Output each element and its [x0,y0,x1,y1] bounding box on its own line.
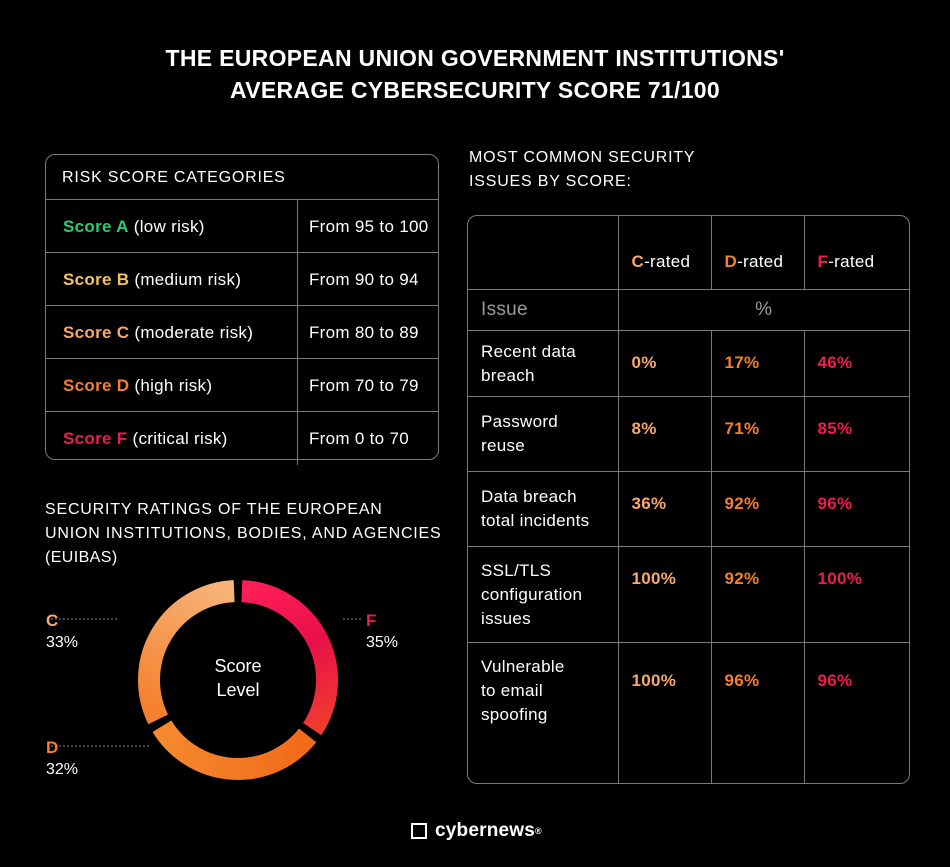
issue-row-email-spoofing: Vulnerable to email spoofing 100% 96% 96% [468,642,909,783]
issues-heading-line-1: MOST COMMON SECURITY [469,149,696,166]
cybernews-logo: cybernews ® [411,820,542,842]
value-f: 100% [803,546,909,643]
donut-arcs [138,580,338,780]
page-title: THE EUROPEAN UNION GOVERNMENT INSTITUTIO… [0,42,950,106]
risk-range: From 0 to 70 [309,429,409,448]
title-line-1: THE EUROPEAN UNION GOVERNMENT INSTITUTIO… [165,45,785,71]
value-c: 0% [617,330,712,397]
risk-table-heading: RISK SCORE CATEGORIES [46,155,438,200]
issue-row-password-reuse: Password reuse 8% 71% 85% [468,396,909,472]
donut-center-line-1: Score [214,656,261,676]
risk-category-cell: Score A (low risk) [46,200,298,252]
issue-row-ssl-tls: SSL/TLS configuration issues 100% 92% 100% [468,546,909,643]
value-c: 100% [617,642,712,783]
risk-score-table: RISK SCORE CATEGORIES Score A (low risk)… [45,154,439,465]
registered-mark: ® [535,826,542,836]
donut-label-d: D 32% [46,737,78,781]
issue-row-total-incidents: Data breach total incidents 36% 92% 96% [468,471,909,547]
issue-row-recent-breach: Recent data breach 0% 17% 46% [468,330,909,397]
donut-slice-f [241,580,338,736]
slice-value-c: 33% [46,634,79,651]
issues-heading: MOST COMMON SECURITY ISSUES BY SCORE: [469,146,695,194]
grade-label: Score D [63,376,130,395]
issue-name: Data breach total incidents [468,471,619,547]
risk-category-cell: Score D (high risk) [46,359,298,411]
donut-slice-d [152,720,317,780]
value-f: 96% [803,471,909,547]
donut-heading-line-3: (EUIBAS) [45,549,118,566]
grade-label: Score F [63,429,128,448]
cybernews-logo-icon [411,823,427,839]
issues-heading-line-2: ISSUES BY SCORE: [469,173,632,190]
donut-heading: SECURITY RATINGS OF THE EUROPEAN UNION I… [45,498,442,570]
donut-label-f: F 35% [366,610,398,654]
risk-row-b: Score B (medium risk) From 90 to 94 [46,253,438,306]
slice-value-d: 32% [46,761,79,778]
risk-row-f: Score F (critical risk) From 0 to 70 [46,412,438,465]
risk-desc: (low risk) [128,217,205,236]
donut-slice-c [138,580,235,725]
donut-center-line-2: Level [216,680,259,700]
issues-subheader-row: Issue % [468,289,909,331]
issue-name: Recent data breach [468,330,619,397]
value-d: 71% [710,396,805,472]
issue-label: Issue [468,289,619,331]
risk-category-cell: Score C (moderate risk) [46,306,298,358]
risk-row-a: Score A (low risk) From 95 to 100 [46,200,438,253]
issues-header-row: C-rated D-rated F-rated [468,216,909,290]
risk-desc: (critical risk) [127,429,228,448]
slice-value-f: 35% [366,634,399,651]
risk-desc: (moderate risk) [129,323,254,342]
security-issues-table: C-rated D-rated F-rated Issue % Recent d… [467,215,910,784]
percent-label: % [617,289,909,331]
risk-range: From 90 to 94 [309,270,419,289]
value-c: 100% [617,546,712,643]
risk-range: From 70 to 79 [309,376,419,395]
risk-desc: (high risk) [129,376,213,395]
risk-range: From 80 to 89 [309,323,419,342]
header-d-rated: D-rated [710,216,805,290]
grade-label: Score A [63,217,129,236]
slice-name-f: F [366,611,377,630]
value-c: 8% [617,396,712,472]
slice-name-d: D [46,738,59,757]
value-d: 92% [710,471,805,547]
donut-heading-line-2: UNION INSTITUTIONS, BODIES, AND AGENCIES [45,525,442,542]
title-line-2: AVERAGE CYBERSECURITY SCORE 71/100 [230,77,720,103]
grade-label: Score C [63,323,130,342]
brand-name: cybernews [435,820,536,841]
risk-category-cell: Score F (critical risk) [46,412,298,465]
risk-row-d: Score D (high risk) From 70 to 79 [46,359,438,412]
issue-name: SSL/TLS configuration issues [468,546,619,643]
value-f: 46% [803,330,909,397]
value-f: 96% [803,642,909,783]
donut-heading-line-1: SECURITY RATINGS OF THE EUROPEAN [45,501,383,518]
grade-label: Score B [63,270,130,289]
risk-range: From 95 to 100 [309,217,429,236]
value-d: 96% [710,642,805,783]
value-d: 17% [710,330,805,397]
slice-name-c: C [46,611,59,630]
risk-row-c: Score C (moderate risk) From 80 to 89 [46,306,438,359]
header-c-rated: C-rated [617,216,712,290]
value-f: 85% [803,396,909,472]
risk-category-cell: Score B (medium risk) [46,253,298,305]
issue-name: Password reuse [468,396,619,472]
value-c: 36% [617,471,712,547]
issue-name: Vulnerable to email spoofing [468,642,619,783]
risk-desc: (medium risk) [129,270,242,289]
header-empty-cell [468,216,619,290]
donut-label-c: C 33% [46,610,78,654]
header-f-rated: F-rated [803,216,909,290]
value-d: 92% [710,546,805,643]
